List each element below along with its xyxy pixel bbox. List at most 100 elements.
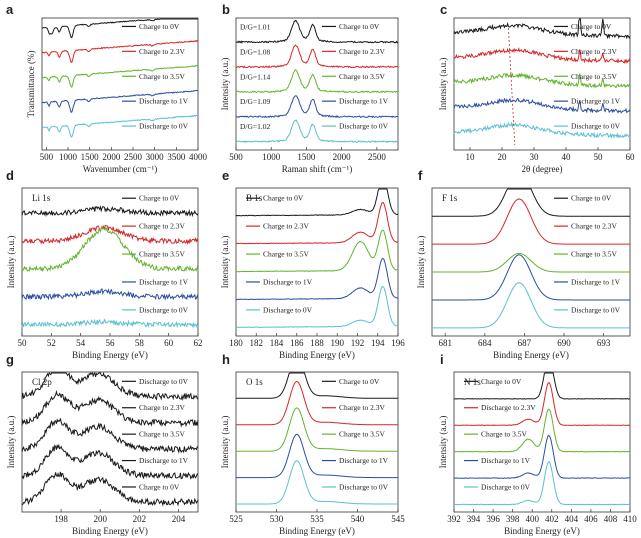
panel-a: a 500 1000 1500 2000 2500 3000 3500 4000 Wavenumb… [6,2,208,174]
guide-line-c [508,27,516,146]
x-tick-label-g: 202 [133,514,147,524]
x-tick-label-e: 192 [351,338,365,348]
panel-letter-f: f [418,168,423,183]
legend-label-e-1: Charge to 2.3V [263,222,309,231]
series-line-b-4 [235,119,399,144]
x-tick-label-a: 2500 [124,152,143,162]
panel-title-i: N 1s [464,377,481,387]
series-line-e-2 [235,229,399,273]
series-line-g-3 [21,443,199,480]
x-tick-label-e: 186 [290,338,304,348]
series-line-f-2 [432,253,630,273]
x-tick-label-c: 40 [562,152,572,162]
series-line-f-4 [432,282,630,329]
panel-g: g Cl 2p 198 200 202 204 Binding Energy (eV) Int… [6,352,199,536]
series-line-f-1 [432,198,630,245]
series-line-c-0 [453,18,631,40]
y-axis-label-d: Intensity (a.u.) [6,236,16,289]
series-line-b-3 [235,95,399,119]
legend-label-e-4: Discharge to 0V [263,305,313,314]
series-line-a-1 [41,39,199,64]
panel-letter-c: c [440,2,447,17]
series-line-h-1 [236,381,398,426]
dg-ratio-label-1: D/G=1.08 [240,47,271,56]
series-line-c-4 [453,121,631,139]
legend-label-g-2: Charge to 3.5V [139,430,185,439]
x-tick-label-i: 400 [525,514,539,524]
x-tick-label-c: 20 [498,152,508,162]
legend-label-c-4: Discharge to 0V [571,122,621,131]
series-line-i-2 [453,408,631,453]
x-tick-label-c: 60 [626,152,636,162]
x-tick-label-e: 194 [371,338,385,348]
x-axis-label-g: Binding Energy (eV) [72,526,148,536]
legend-label-f-2: Charge to 3.5V [571,250,617,259]
panel-c: c 10 20 30 40 50 60 2θ (degree) Intensity (a.u.)… [438,2,635,174]
x-tick-label-a: 1500 [81,152,100,162]
legend-label-b-4: Discharge to 0V [339,122,389,131]
x-tick-label-d: 54 [76,338,86,348]
legend-label-i-4: Discharge to 0V [481,482,531,491]
x-tick-label-d: 52 [47,338,56,348]
x-tick-label-b: 2500 [368,152,387,162]
series-line-a-2 [41,64,199,88]
x-tick-label-i: 394 [467,514,481,524]
x-tick-label-b: 1000 [262,152,281,162]
x-tick-label-d: 50 [18,338,28,348]
series-line-b-2 [235,69,399,94]
y-axis-label-i: Intensity (a.u.) [438,416,448,469]
panel-letter-h: h [222,352,230,367]
series-line-f-3 [432,254,630,301]
x-tick-label-h: 540 [351,514,365,524]
y-axis-label-a: Transmittance (%) [26,51,36,118]
panel-letter-g: g [6,352,14,367]
x-tick-label-f: 687 [518,338,532,348]
x-axis-label-e: Binding Energy (eV) [279,350,355,360]
legend-label-a-2: Charge to 3.5V [139,72,185,81]
series-line-d-3 [21,288,199,301]
series-line-d-1 [21,224,199,246]
legend-label-b-3: Discharge to 1V [339,97,389,106]
y-axis-label-c: Intensity (a.u.) [438,58,448,111]
x-tick-label-f: 693 [597,338,611,348]
legend-label-h-2: Charge to 3.5V [339,430,385,439]
panel-title-h: O 1s [246,377,263,387]
x-tick-label-e: 190 [331,338,345,348]
plot-frame-e [235,187,399,337]
legend-label-i-3: Discharge to 1V [481,456,531,465]
x-tick-label-g: 200 [93,514,107,524]
x-tick-label-a: 4000 [189,152,208,162]
legend-label-c-3: Discharge to 1V [571,97,621,106]
x-tick-label-c: 50 [594,152,604,162]
series-line-e-4 [235,286,399,329]
x-tick-label-h: 535 [310,514,324,524]
series-line-i-3 [453,434,631,479]
legend-label-d-0: Charge to 0V [139,194,180,203]
x-axis-label-h: Binding Energy (eV) [279,526,355,536]
x-tick-label-i: 406 [584,514,598,524]
series-line-a-4 [41,114,199,138]
series-line-h-2 [236,407,398,452]
panel-h: h O 1s 525 530 535 540 545 Binding Energy (eV) I… [220,352,405,536]
legend-label-e-2: Charge to 3.5V [263,250,309,259]
plot-frame-a [41,17,199,151]
series-line-g-1 [21,389,199,428]
legend-label-b-0: Charge to 0V [339,22,380,31]
legend-label-b-1: Charge to 2.3V [339,47,385,56]
x-tick-label-e: 184 [270,338,284,348]
legend-label-i-1: Discharge to 2.3V [481,403,536,412]
legend-label-h-4: Discharge to 0V [339,482,389,491]
legend-label-f-0: Charge to 0V [571,194,612,203]
legend-label-a-3: Discharge to 1V [139,97,189,106]
dg-ratio-label-0: D/G=1.01 [240,22,271,31]
x-tick-label-i: 410 [623,514,637,524]
x-tick-label-i: 392 [447,514,461,524]
series-line-g-2 [21,418,199,454]
x-tick-label-e: 196 [391,338,405,348]
legend-label-c-2: Charge to 3.5V [571,72,617,81]
panel-i: i N 1s 392 394 396 398 400 402 404 406 408 410 Bindi… [438,352,637,536]
x-axis-label-c: 2θ (degree) [521,164,562,174]
legend-label-h-0: Charge to 0V [339,377,380,386]
x-tick-label-e: 188 [310,338,324,348]
